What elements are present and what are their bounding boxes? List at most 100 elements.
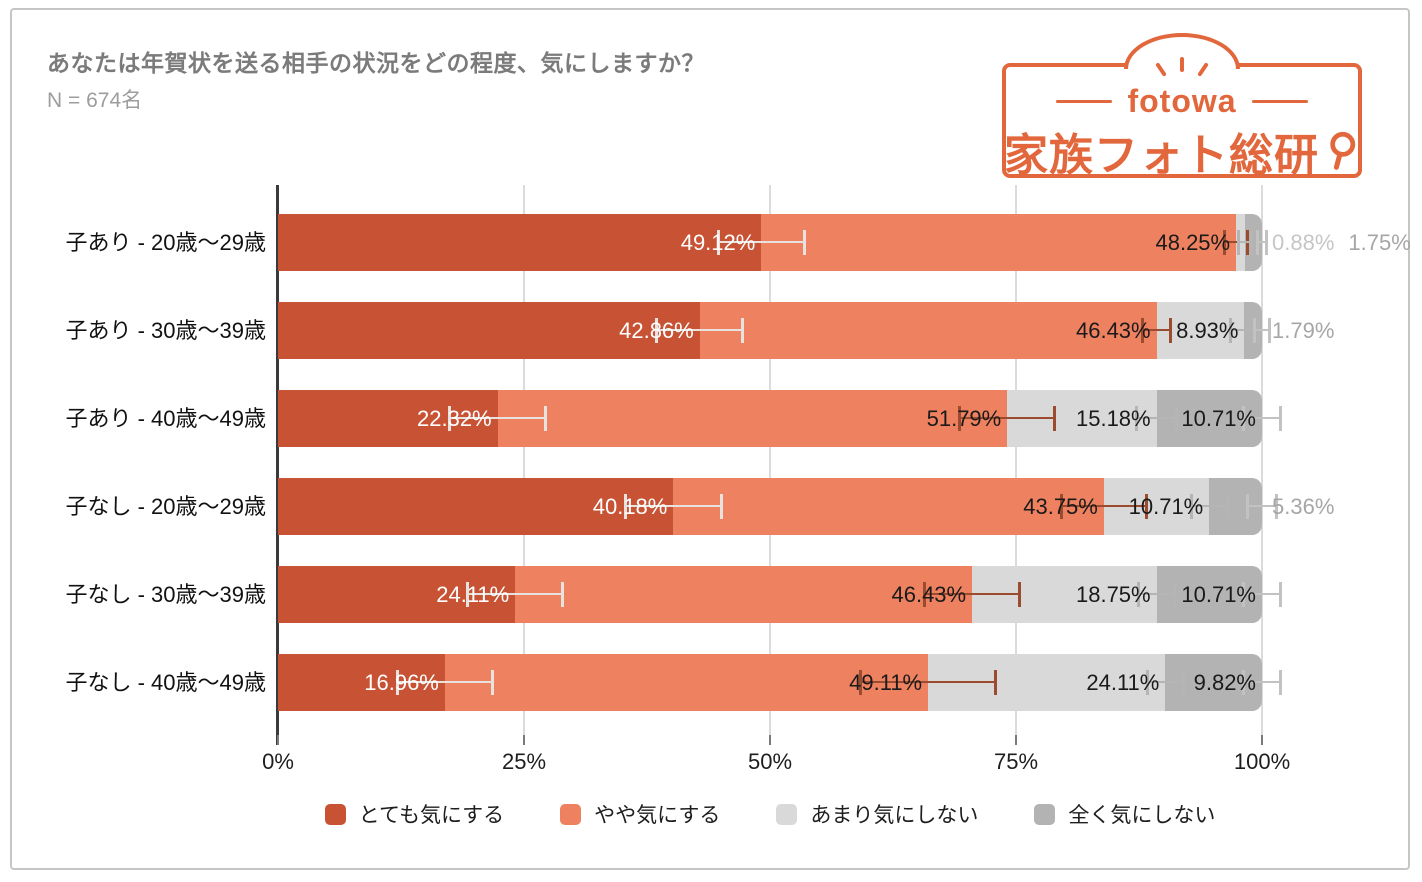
x-tick-mark (523, 735, 525, 745)
error-whisker (1236, 230, 1253, 255)
error-whisker-line (1139, 593, 1174, 595)
error-whisker-line (1245, 593, 1279, 595)
error-whisker-line (1148, 681, 1183, 683)
bar-segment (278, 478, 674, 535)
legend-swatch (324, 803, 346, 825)
bar-segment (278, 214, 762, 271)
x-tick-label: 50% (747, 749, 793, 774)
category-label: 子あり - 30歳〜39歳 (65, 318, 267, 343)
x-tick-label: 25% (501, 749, 547, 774)
error-whisker (1242, 670, 1282, 695)
segment-value-label: 0.88% (1272, 229, 1335, 255)
legend-swatch (560, 803, 582, 825)
legend-label: 全く気にしない (1068, 804, 1216, 827)
x-tick-label: 0% (262, 749, 294, 774)
sparkle-icon (1180, 57, 1184, 72)
error-whisker (1242, 582, 1282, 607)
bar-row: 子なし - 20歳〜29歳 40.18% 43.75% 10.71% 5.36% (66, 478, 1334, 535)
logo-line (1056, 100, 1113, 103)
legend-swatch (1034, 803, 1056, 825)
error-whisker-line (658, 329, 741, 331)
x-tick-mark (769, 735, 771, 745)
error-whisker-line (1245, 681, 1279, 683)
bar-segment (497, 390, 1008, 447)
legend-swatch (776, 803, 798, 825)
error-whisker-line (1256, 329, 1268, 331)
error-whisker-line (398, 681, 492, 683)
error-whisker (655, 318, 744, 343)
error-whisker-line (627, 505, 720, 507)
error-whisker (466, 582, 565, 607)
legend-item: とても気にする (324, 799, 505, 829)
legend-item: やや気にする (560, 799, 720, 829)
error-whisker-line (1137, 417, 1176, 419)
logo-name-text: 家族フォト総研 (1004, 131, 1319, 180)
sample-size: N = 674名 (47, 89, 143, 112)
gridline (523, 185, 525, 735)
plot-area: 0% 25% 50% 75% 100% 子あり - 20歳〜29歳 49.12% 48.25%… (66, 185, 1411, 774)
bar-row: 子あり - 30歳〜39歳 42.86% 46.43% 8.93% 1.79% (66, 302, 1334, 359)
error-whisker (624, 494, 723, 519)
gridline (769, 185, 771, 735)
legend-item: 全く気にしない (1034, 799, 1215, 829)
error-whisker (1059, 494, 1149, 519)
error-whisker-line (1249, 505, 1275, 507)
error-whisker (1253, 318, 1271, 343)
error-whisker (1145, 670, 1186, 695)
x-tick-label: 100% (1233, 749, 1291, 774)
error-whisker-line (451, 417, 544, 419)
x-tick-mark (1261, 735, 1263, 745)
error-whisker-line (720, 241, 803, 243)
legend-item: あまり気にしない (776, 799, 978, 829)
error-whisker (958, 406, 1057, 431)
category-label: 子あり - 40歳〜49歳 (65, 406, 267, 431)
error-whisker (395, 670, 495, 695)
category-label: 子あり - 20歳〜29歳 (65, 230, 267, 255)
bar-segment (444, 654, 929, 711)
error-whisker-line (1192, 505, 1226, 507)
error-whisker (922, 582, 1022, 607)
error-whisker-line (1245, 417, 1279, 419)
error-whisker-line (1239, 241, 1250, 243)
category-label: 子なし - 20歳〜29歳 (65, 494, 267, 519)
bar-row: 子あり - 40歳〜49歳 22.32% 51.79% 15.18% 10.71% (66, 390, 1282, 447)
logo-frame (1002, 63, 1362, 178)
bar-row: 子あり - 20歳〜29歳 49.12% 48.25% 0.88% 1.75% (66, 214, 1411, 271)
error-whisker (1134, 406, 1179, 431)
error-whisker (1256, 230, 1268, 255)
legend-label: やや気にする (594, 804, 721, 827)
bar-row: 子なし - 40歳〜49歳 16.96% 49.11% 24.11% 9.82% (66, 654, 1282, 711)
outside-value-labels: 5.36% (1272, 478, 1334, 535)
segment-value-label: 1.75% (1348, 229, 1411, 255)
error-whisker-line (1143, 329, 1170, 331)
bar-segment (515, 566, 973, 623)
logo-brand-row: fotowa (1002, 83, 1362, 120)
error-whisker-line (1259, 241, 1265, 243)
bar-segment (699, 302, 1157, 359)
error-whisker (1136, 582, 1177, 607)
logo-line (1251, 100, 1308, 103)
logo-brand-text: fotowa (1127, 83, 1237, 119)
error-whisker-line (469, 593, 562, 595)
error-whisker-line (925, 593, 1019, 595)
error-whisker (1242, 406, 1282, 431)
x-tick-mark (277, 735, 279, 745)
error-whisker (1189, 494, 1229, 519)
error-whisker (1246, 494, 1278, 519)
error-whisker (1140, 318, 1173, 343)
logo-name-row: 家族フォト総研 (1002, 119, 1362, 183)
fotowa-logo: fotowa 家族フォト総研 (1002, 33, 1362, 180)
magnifier-icon (1330, 131, 1356, 170)
error-whisker (448, 406, 547, 431)
y-axis-line (276, 185, 279, 745)
error-whisker (717, 230, 806, 255)
outside-value-labels: 0.88% 1.75% (1272, 214, 1411, 271)
bar-row: 子なし - 30歳〜39歳 24.11% 46.43% 18.75% 10.71% (66, 566, 1282, 623)
error-whisker (859, 670, 997, 695)
gridline (1261, 185, 1263, 735)
error-whisker-line (1226, 241, 1246, 243)
legend-label: とても気にする (358, 804, 505, 827)
category-label: 子なし - 30歳〜39歳 (65, 582, 267, 607)
segment-value-label: 5.36% (1272, 493, 1335, 519)
bar-segment (673, 478, 1104, 535)
